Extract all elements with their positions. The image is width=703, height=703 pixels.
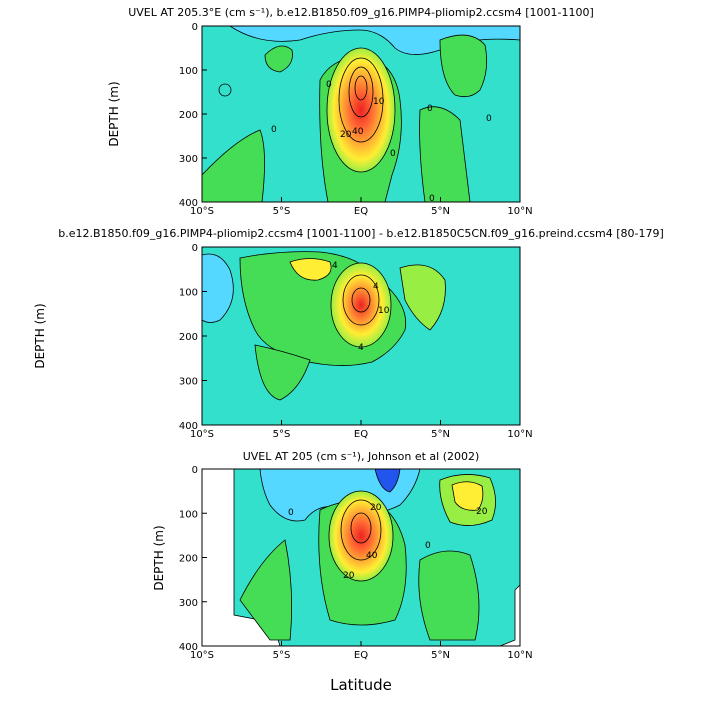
panel-3-label-40: 40 [366,551,378,561]
panel-3-field [202,469,520,646]
panel-2-north-green [399,264,446,331]
panel-3-label-20b: 20 [343,571,355,581]
panel-1-label-0b: 0 [326,80,332,90]
panel-3-x-tick-label: 10°N [507,650,532,661]
panel-2-core-contour-inner [351,287,371,313]
panel-3-core [328,490,394,582]
panel-2-x-tick-label: EQ [354,429,368,440]
panel-3-y-tick-label: 100 [179,509,198,520]
panel-2-x-tick-label: 5°S [273,429,291,440]
panel-2-x-tick-label: 5°N [431,429,450,440]
panel-2-field [202,247,520,425]
panel-2-core-contour [342,274,380,326]
panel-2-y-tick-label: 0 [192,243,198,254]
panel-1-y-tick-label: 200 [179,110,198,121]
panel-3-y-tick-label: 300 [179,598,198,609]
panel-1-x-tick-label: 10°N [507,206,532,217]
panel-3-north-deep [418,550,480,641]
panel-3-contour-labels: 20 40 20 0 0 20 [288,503,488,581]
panel-3-y-tick-label: 0 [192,465,198,476]
panel-1-title: UVEL AT 205.3°E (cm s⁻¹), b.e12.B1850.f0… [128,6,594,19]
panel-2-label-4a: 4 [332,261,338,271]
panel-3-x-tick-label: 10°S [190,650,214,661]
panel-1-core [326,47,396,173]
panel-2-label-4c: 4 [358,343,364,353]
panel-1-label-0f: 0 [429,194,435,204]
panel-1-x-tick-label: 5°N [431,206,450,217]
panel-2-contour-labels: 4 4 10 4 [332,261,390,353]
panel-3-ylabel: DEPTH (m) [152,525,166,590]
panel-2-x-tick-label: 10°S [190,429,214,440]
panel-3-x-tick-label: 5°S [273,650,291,661]
panel-3-x-tick-label: EQ [354,650,368,661]
panel-3-title: UVEL AT 205 (cm s⁻¹), Johnson et al (200… [243,450,480,463]
panel-3-label-20a: 20 [370,503,382,513]
panel-1-core-contour-center [354,75,368,101]
panel-3-core-contour-inner [350,512,372,544]
panel-1: UVEL AT 205.3°E (cm s⁻¹), b.e12.B1850.f0… [107,6,594,217]
panel-3-y-tick-label: 400 [179,642,198,653]
panel-2-core [330,262,392,348]
panel-1-label-0d: 0 [486,114,492,124]
panel-3-core-contour [340,499,382,561]
panel-3-y-tick-label: 200 [179,554,198,565]
panel-3-label-20c: 20 [476,507,488,517]
panel-1-y-tick-label: 300 [179,154,198,165]
panel-2-lower-green [254,344,311,401]
panel-1-x-tick-label: EQ [354,206,368,217]
panel-1-small-eddy [218,83,232,97]
panel-1-north-deep [419,106,471,202]
panel-3-north-core [451,481,484,511]
panel-1-label-0c: 0 [427,104,433,114]
panel-1-y-tick-label: 100 [179,66,198,77]
panel-3-label-0a: 0 [288,508,294,518]
panel-2-x-tick-label: 10°N [507,429,532,440]
panel-1-south-deep [202,129,265,202]
panel-3-x-tick-label: 5°N [431,650,450,661]
panel-2-y-tick-label: 200 [179,332,198,343]
panel-2-y-tick-label: 100 [179,288,198,299]
panel-2-ylabel: DEPTH (m) [33,303,47,368]
panel-1-west-blob [264,45,293,73]
panel-1-contour-labels: 0 0 0 0 0 0 10 20 40 [271,80,492,204]
panel-3: UVEL AT 205 (cm s⁻¹), Johnson et al (200… [152,450,533,694]
panel-1-label-10: 10 [373,97,385,107]
panel-1-ylabel: DEPTH (m) [107,81,121,146]
panel-1-field [202,26,520,202]
panel-2-label-10: 10 [378,306,390,316]
panel-3-blue-core [374,469,401,493]
panel-2-west-blue [202,253,234,323]
panel-2-title: b.e12.B1850.f09_g16.PIMP4-pliomip2.ccsm4… [58,227,664,240]
panel-1-x-tick-label: 5°S [273,206,291,217]
panel-1-y-tick-label: 400 [179,198,198,209]
panel-2-ticks: 10°S 5°S EQ 5°N 10°N 0 100 200 300 400 [179,243,533,440]
panel-2-y-tick-label: 400 [179,421,198,432]
panel-2-yellow-patch [289,258,332,281]
panel-1-core-contour-inner [348,66,374,118]
panel-2-y-tick-label: 300 [179,377,198,388]
panel-1-label-40: 40 [352,127,364,137]
panel-1-label-0a: 0 [271,125,277,135]
panel-3-label-0b: 0 [425,541,431,551]
panel-3-south-deep [239,539,293,641]
x-axis-label: Latitude [330,676,392,694]
panel-1-label-0e: 0 [390,149,396,159]
panel-1-core-contour [338,57,384,143]
panel-1-y-tick-label: 0 [192,22,198,33]
panel-2: b.e12.B1850.f09_g16.PIMP4-pliomip2.ccsm4… [33,227,664,440]
panel-2-label-4b: 4 [373,282,379,292]
panel-1-x-tick-label: 10°S [190,206,214,217]
panel-1-north-jet [439,34,488,98]
panel-1-label-20: 20 [340,130,352,140]
